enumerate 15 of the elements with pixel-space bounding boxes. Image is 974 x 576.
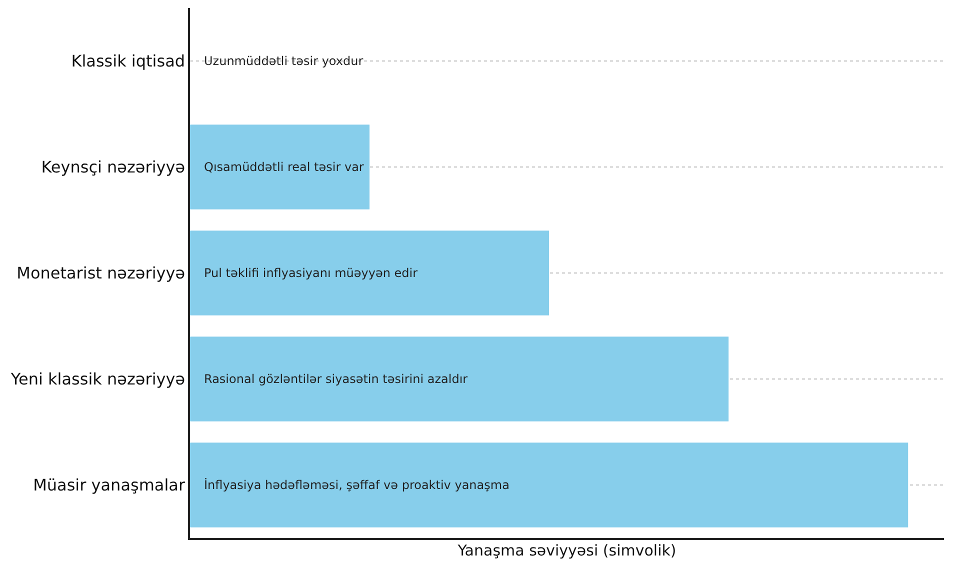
y-tick-label: Keynsçi nəzəriyyə <box>41 158 186 177</box>
annotation: İnflyasiya hədəfləməsi, şəffaf və proaktiv yanaşma <box>204 478 510 492</box>
y-tick-label: Yeni klassik nəzəriyyə <box>10 370 186 389</box>
annotation: Pul təklifi inflyasiyanı müəyyən edir <box>204 266 418 280</box>
bar <box>190 336 729 422</box>
annotation: Qısamüddətli real təsir var <box>204 160 364 174</box>
x-axis-title: Yanaşma səviyyəsi (simvolik) <box>456 541 676 560</box>
y-tick-label: Monetarist nəzəriyyə <box>16 264 186 283</box>
bar <box>190 230 550 316</box>
y-tick-label: Klassik iqtisad <box>71 52 186 71</box>
bar <box>190 442 908 528</box>
y-tick-label: Müasir yanaşmalar <box>33 476 186 495</box>
bar <box>190 124 370 210</box>
annotation: Uzunmüddətli təsir yoxdur <box>204 54 364 68</box>
annotation: Rasional gözləntilər siyasətin təsirini azaldır <box>204 372 468 386</box>
